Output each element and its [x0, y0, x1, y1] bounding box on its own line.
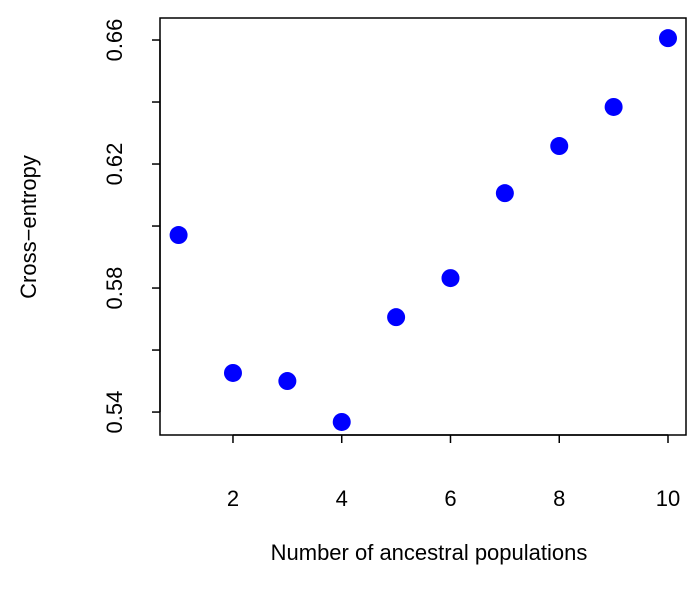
point — [278, 372, 297, 391]
point — [659, 29, 678, 48]
x-tick-label: 4 — [336, 486, 348, 511]
point — [441, 269, 460, 288]
y-tick-label: 0.62 — [102, 143, 127, 186]
point — [332, 412, 351, 431]
point — [169, 226, 188, 245]
x-axis-label: Number of ancestral populations — [271, 540, 588, 565]
y-axis-label: Cross−entropy — [16, 155, 41, 299]
x-tick-label: 6 — [444, 486, 456, 511]
y-tick-label: 0.66 — [102, 19, 127, 62]
x-tick-label: 8 — [553, 486, 565, 511]
x-tick-label: 10 — [656, 486, 680, 511]
point — [495, 184, 514, 203]
point — [550, 137, 569, 156]
y-tick-label: 0.54 — [102, 391, 127, 434]
point — [223, 363, 242, 382]
point — [387, 308, 406, 327]
point — [604, 97, 623, 116]
x-tick-label: 2 — [227, 486, 239, 511]
y-tick-label: 0.58 — [102, 267, 127, 310]
